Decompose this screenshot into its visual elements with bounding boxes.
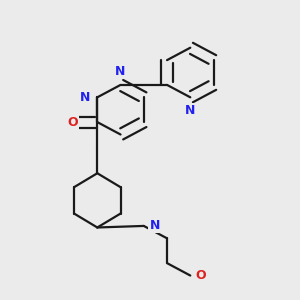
Text: O: O [196,269,206,282]
Text: N: N [80,91,91,104]
Text: O: O [67,116,78,129]
Text: N: N [116,65,126,78]
Text: N: N [149,219,160,232]
Text: N: N [185,104,196,117]
